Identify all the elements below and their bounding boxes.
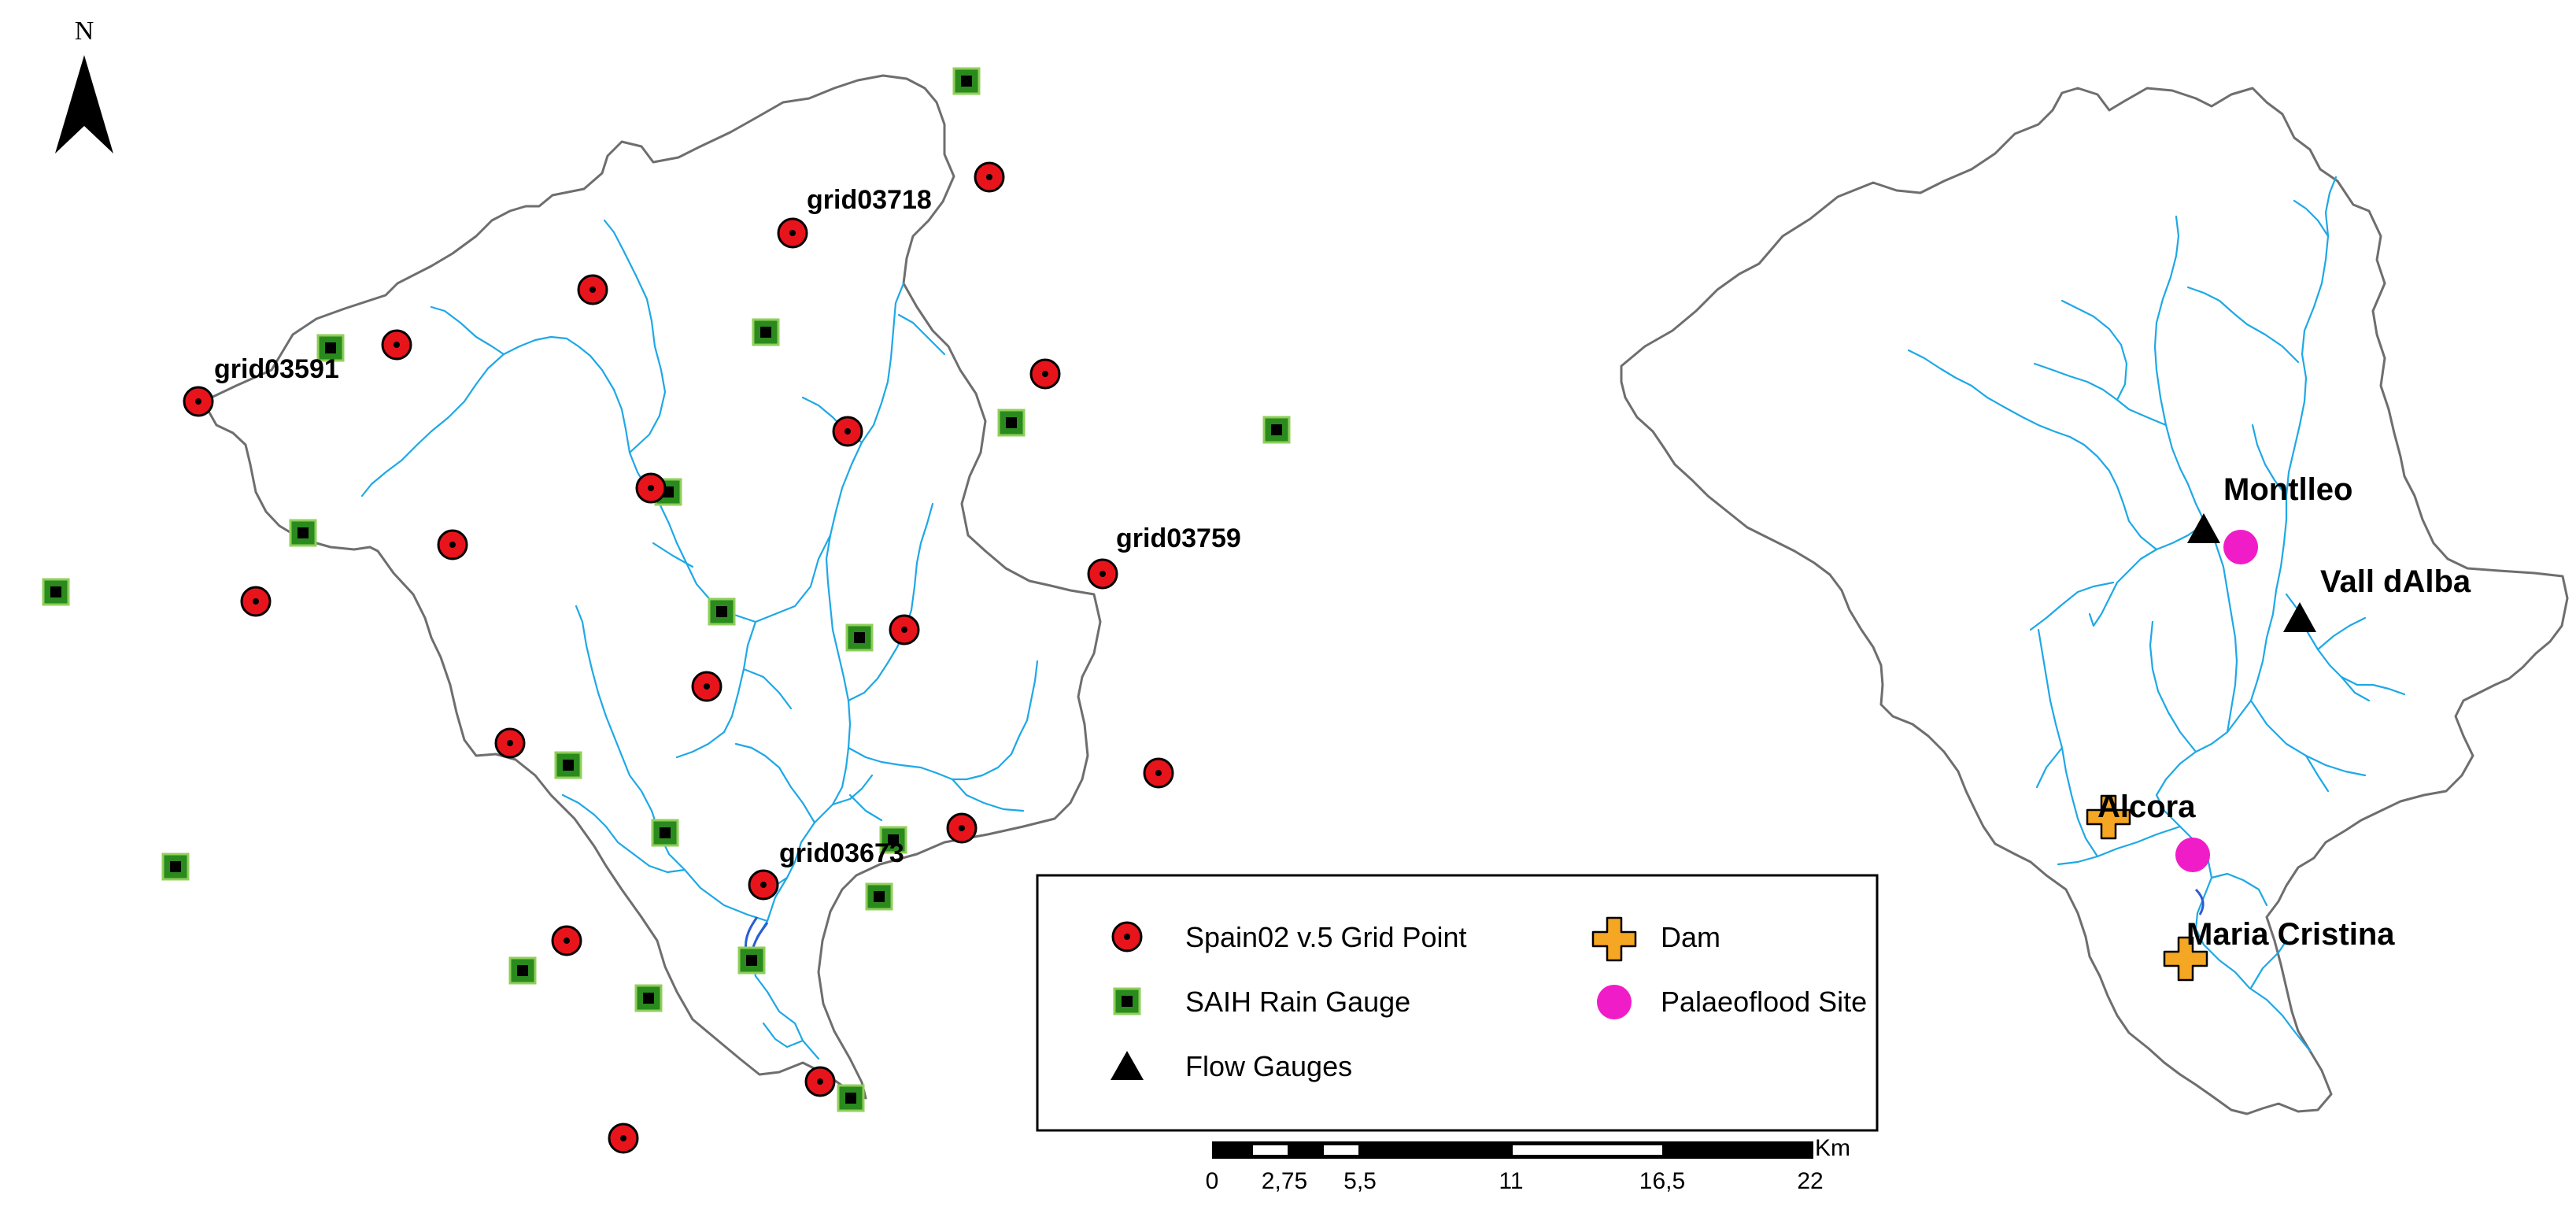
grid-point-icon	[777, 217, 808, 249]
grid-label: grid03673	[779, 838, 904, 868]
rain-gauge-icon	[708, 597, 736, 626]
dam-icon	[1591, 916, 1637, 962]
grid-point-icon	[635, 472, 667, 504]
grid-points	[183, 161, 1174, 1154]
scale-tick: 16,5	[1639, 1168, 1685, 1194]
legend-label-rain-gauge: SAIH Rain Gauge	[1185, 986, 1410, 1018]
legend-label-palaeoflood: Palaeoflood Site	[1661, 986, 1867, 1018]
palaeoflood-icon	[2223, 530, 2258, 564]
rain-gauge-icon	[161, 853, 190, 881]
legend: Spain02 v.5 Grid Point SAIH Rain Gauge F…	[1036, 874, 1879, 1132]
dam-icon	[2163, 936, 2208, 982]
rain-gauge-icon	[316, 334, 345, 362]
grid-label: grid03718	[807, 185, 932, 215]
rain-gauge-icon	[879, 826, 907, 854]
scale-unit: Km	[1815, 1135, 1850, 1161]
grid-label: grid03591	[214, 354, 339, 384]
legend-label-grid-point: Spain02 v.5 Grid Point	[1185, 921, 1467, 953]
grid-point-icon	[974, 161, 1005, 193]
site-label-maria-cristina: Maria Cristina	[2186, 917, 2395, 952]
rain-gauge-icon	[865, 882, 893, 911]
rain-gauges	[42, 67, 1291, 1112]
grid-point-icon	[1143, 757, 1174, 789]
flow-gauges	[2187, 513, 2316, 632]
rain-gauge-icon	[845, 623, 874, 652]
right-reservoir	[2194, 888, 2205, 915]
right-rivers	[1907, 176, 2406, 1052]
flow-gauge-icon	[1111, 1051, 1144, 1080]
site-label-alcora: Alcora	[2097, 790, 2196, 824]
rain-gauge-icon	[737, 946, 766, 975]
grid-point-icon	[946, 812, 978, 844]
right-catchment	[1620, 87, 2569, 1115]
grid-point-icon	[1111, 921, 1143, 952]
legend-label-flow-gauges: Flow Gauges	[1185, 1050, 1352, 1082]
dams	[2086, 794, 2208, 982]
scale-tick: 2,75	[1262, 1168, 1307, 1194]
grid-point-icon	[889, 614, 920, 645]
flow-gauge-icon	[2187, 513, 2220, 543]
palaeoflood-icon	[2175, 838, 2210, 872]
site-label-valldalba: Vall dAlba	[2320, 564, 2471, 599]
north-arrow: N	[55, 17, 113, 154]
flow-gauge-icon	[2283, 602, 2316, 632]
scale-bar: Km 0 2,75 5,5 11 16,5 22	[1206, 1135, 1850, 1194]
dam-icon	[2086, 794, 2131, 840]
right-catchment-boundary	[1620, 87, 2569, 1115]
left-catchment	[201, 74, 1102, 1100]
left-rivers	[360, 219, 1039, 1060]
grid-point-icon	[437, 529, 468, 560]
rain-gauge-icon	[289, 519, 317, 547]
rain-gauge-icon	[42, 578, 70, 606]
rain-gauge-icon	[651, 819, 679, 847]
grid-label: grid03759	[1116, 523, 1241, 553]
grid-point-icon	[183, 386, 214, 417]
scale-tick: 22	[1797, 1168, 1823, 1194]
legend-label-dam: Dam	[1661, 921, 1720, 953]
grid-point-icon	[1029, 358, 1061, 390]
palaeoflood-sites	[2175, 530, 2258, 872]
north-arrow-icon	[55, 55, 113, 154]
rain-gauge-icon	[837, 1084, 865, 1112]
grid-point-icon	[691, 671, 723, 702]
grid-point-icon	[832, 416, 863, 447]
grid-point-icon	[240, 586, 272, 617]
site-label-montlleo: Montlleo	[2223, 472, 2352, 507]
grid-point-icon	[494, 727, 526, 759]
rain-gauge-icon	[1262, 416, 1291, 444]
rain-gauge-icon	[997, 409, 1026, 437]
grid-point-icon	[608, 1123, 639, 1154]
scale-tick: 0	[1206, 1168, 1219, 1194]
scale-tick: 11	[1499, 1168, 1523, 1194]
grid-point-icon	[1087, 558, 1118, 590]
north-letter: N	[75, 17, 94, 46]
rain-gauge-icon	[1113, 987, 1141, 1015]
grid-point-icon	[381, 329, 412, 361]
left-catchment-boundary	[201, 74, 1102, 1100]
palaeoflood-icon	[1597, 985, 1632, 1019]
scale-tick: 5,5	[1343, 1168, 1377, 1194]
rain-gauge-icon	[634, 984, 663, 1012]
rain-gauge-icon	[952, 67, 981, 95]
rain-gauge-icon	[508, 956, 537, 985]
rain-gauge-icon	[554, 751, 582, 779]
rain-gauge-icon	[752, 318, 780, 346]
grid-point-icon	[748, 869, 779, 901]
legend-frame	[1036, 874, 1879, 1132]
grid-point-icon	[577, 274, 608, 305]
grid-point-icon	[551, 925, 582, 956]
grid-point-icon	[804, 1066, 836, 1097]
